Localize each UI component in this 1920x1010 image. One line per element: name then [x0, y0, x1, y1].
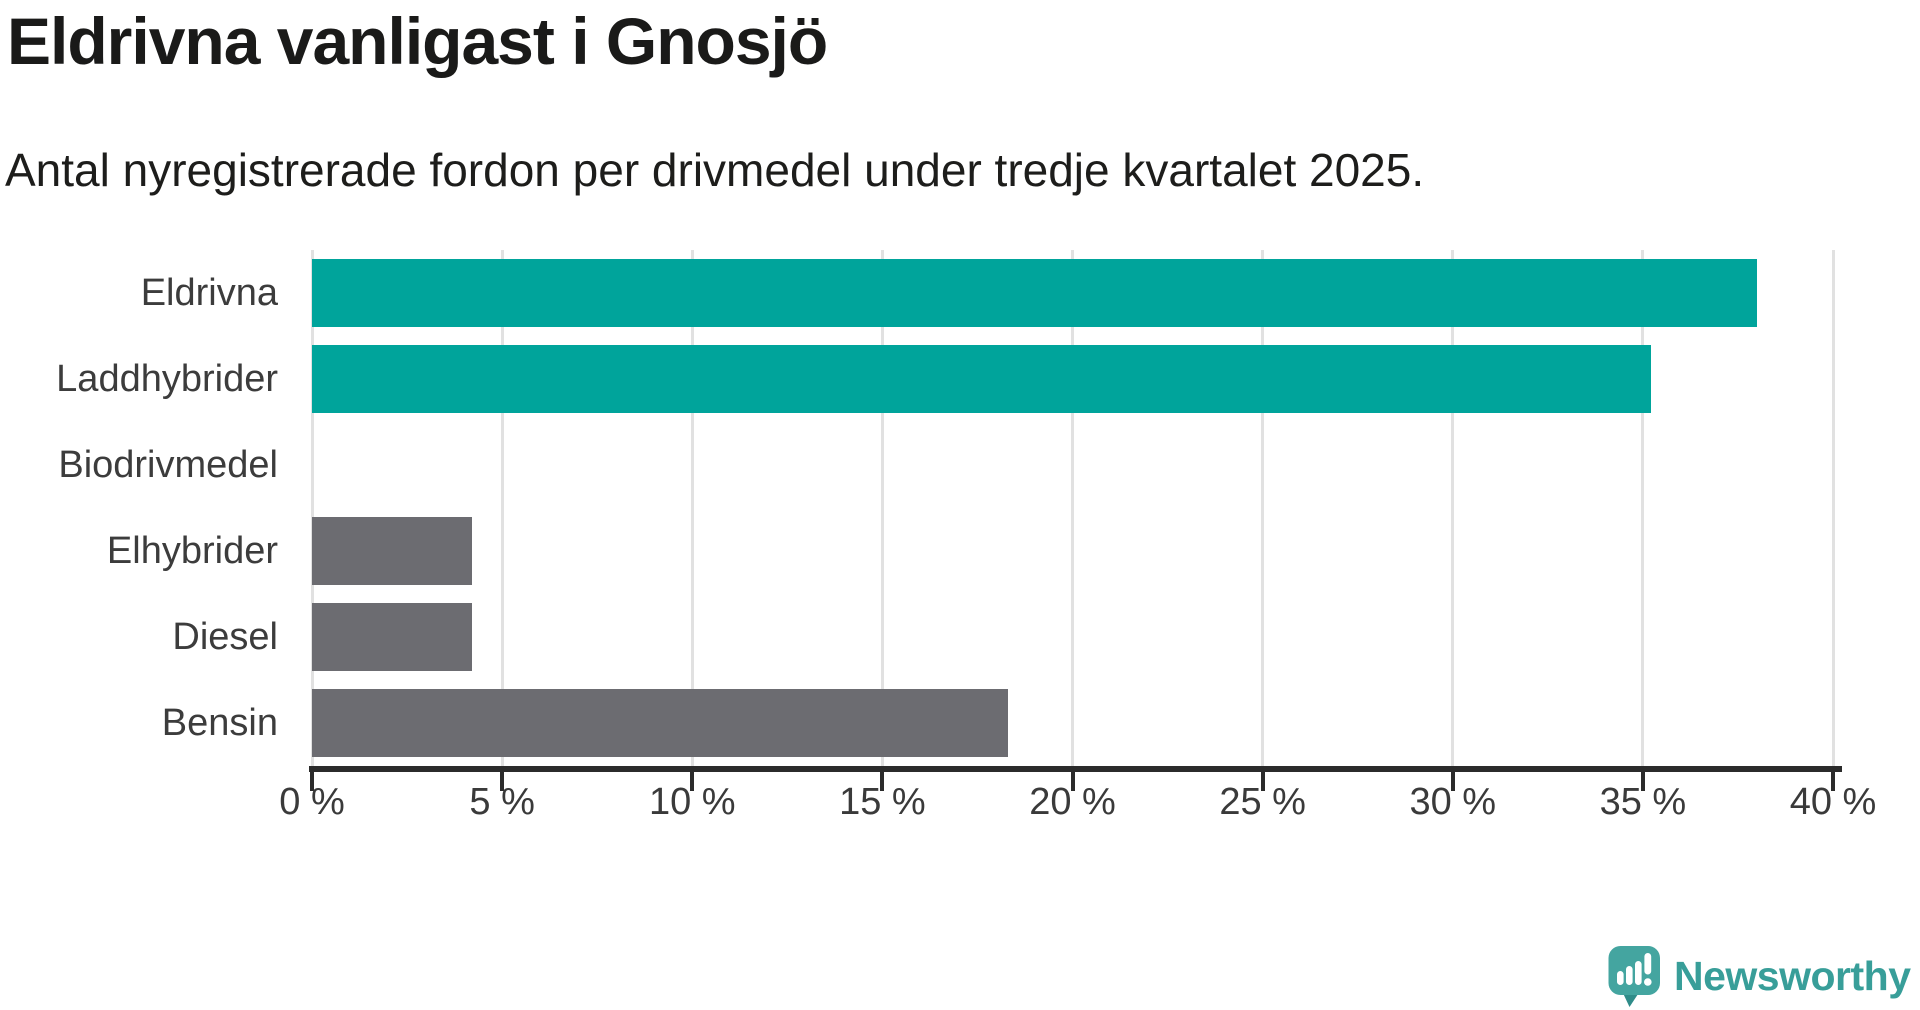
x-tick-label-25: 25 %: [1219, 781, 1306, 823]
x-tick-label-20: 20 %: [1029, 781, 1116, 823]
category-label-eldrivna: Eldrivna: [140, 271, 278, 314]
x-tick-25: [1260, 772, 1265, 791]
gridline-20: [1071, 250, 1074, 766]
gridline-30: [1451, 250, 1455, 766]
x-axis-line: [309, 766, 1842, 772]
bar-laddhybrider: [312, 345, 1651, 413]
gridline-0: [310, 250, 314, 766]
x-tick-20: [1070, 772, 1075, 791]
category-label-biodrivmedel: Biodrivmedel: [58, 443, 278, 486]
x-tick-label-10: 10 %: [648, 781, 736, 823]
newsworthy-logo-text: Newsworthy: [1674, 952, 1911, 999]
newsworthy-logo-icon: [1608, 945, 1660, 1007]
x-tick-label-0: 0 %: [279, 781, 345, 823]
category-label-elhybrider: Elhybrider: [106, 529, 278, 572]
chart-title: Eldrivna vanligast i Gnosjö: [7, 4, 828, 78]
category-label-diesel: Diesel: [172, 615, 278, 658]
bar-eldrivna: [312, 259, 1757, 327]
x-tick-30: [1450, 772, 1455, 791]
x-tick-5: [500, 772, 505, 791]
gridline-35: [1641, 250, 1645, 766]
x-tick-0: [310, 772, 314, 791]
x-tick-label-30: 30 %: [1409, 781, 1497, 823]
gridline-40: [1831, 250, 1835, 766]
bar-elhybrider: [312, 517, 472, 585]
x-tick-label-35: 35 %: [1599, 781, 1687, 823]
x-tick-label-5: 5 %: [469, 781, 535, 823]
category-label-laddhybrider: Laddhybrider: [56, 357, 278, 400]
x-tick-35: [1640, 772, 1645, 791]
gridline-10: [690, 250, 694, 766]
category-axis-labels: Eldrivna Laddhybrider Biodrivmedel Elhybrid…: [0, 250, 278, 766]
gridline-5: [500, 250, 504, 766]
gridline-25: [1261, 250, 1265, 766]
chart-subtitle: Antal nyregistrerade fordon per drivmede…: [5, 144, 1425, 196]
bar-diesel: [312, 603, 472, 671]
newsworthy-logo: Newsworthy: [1608, 944, 1911, 1008]
x-tick-10: [690, 772, 695, 791]
x-tick-label-15: 15 %: [839, 781, 926, 823]
bar-bensin: [312, 689, 1008, 757]
x-tick-15: [880, 772, 885, 791]
bar-chart-plot-area: 0 % 5 % 10 % 15 % 20 % 25 % 30 % 35 % 40 %: [279, 250, 1876, 823]
x-tick-label-40: 40 %: [1789, 781, 1877, 823]
category-label-bensin: Bensin: [161, 701, 278, 744]
x-tick-40: [1831, 772, 1835, 791]
gridline-15: [880, 250, 884, 766]
